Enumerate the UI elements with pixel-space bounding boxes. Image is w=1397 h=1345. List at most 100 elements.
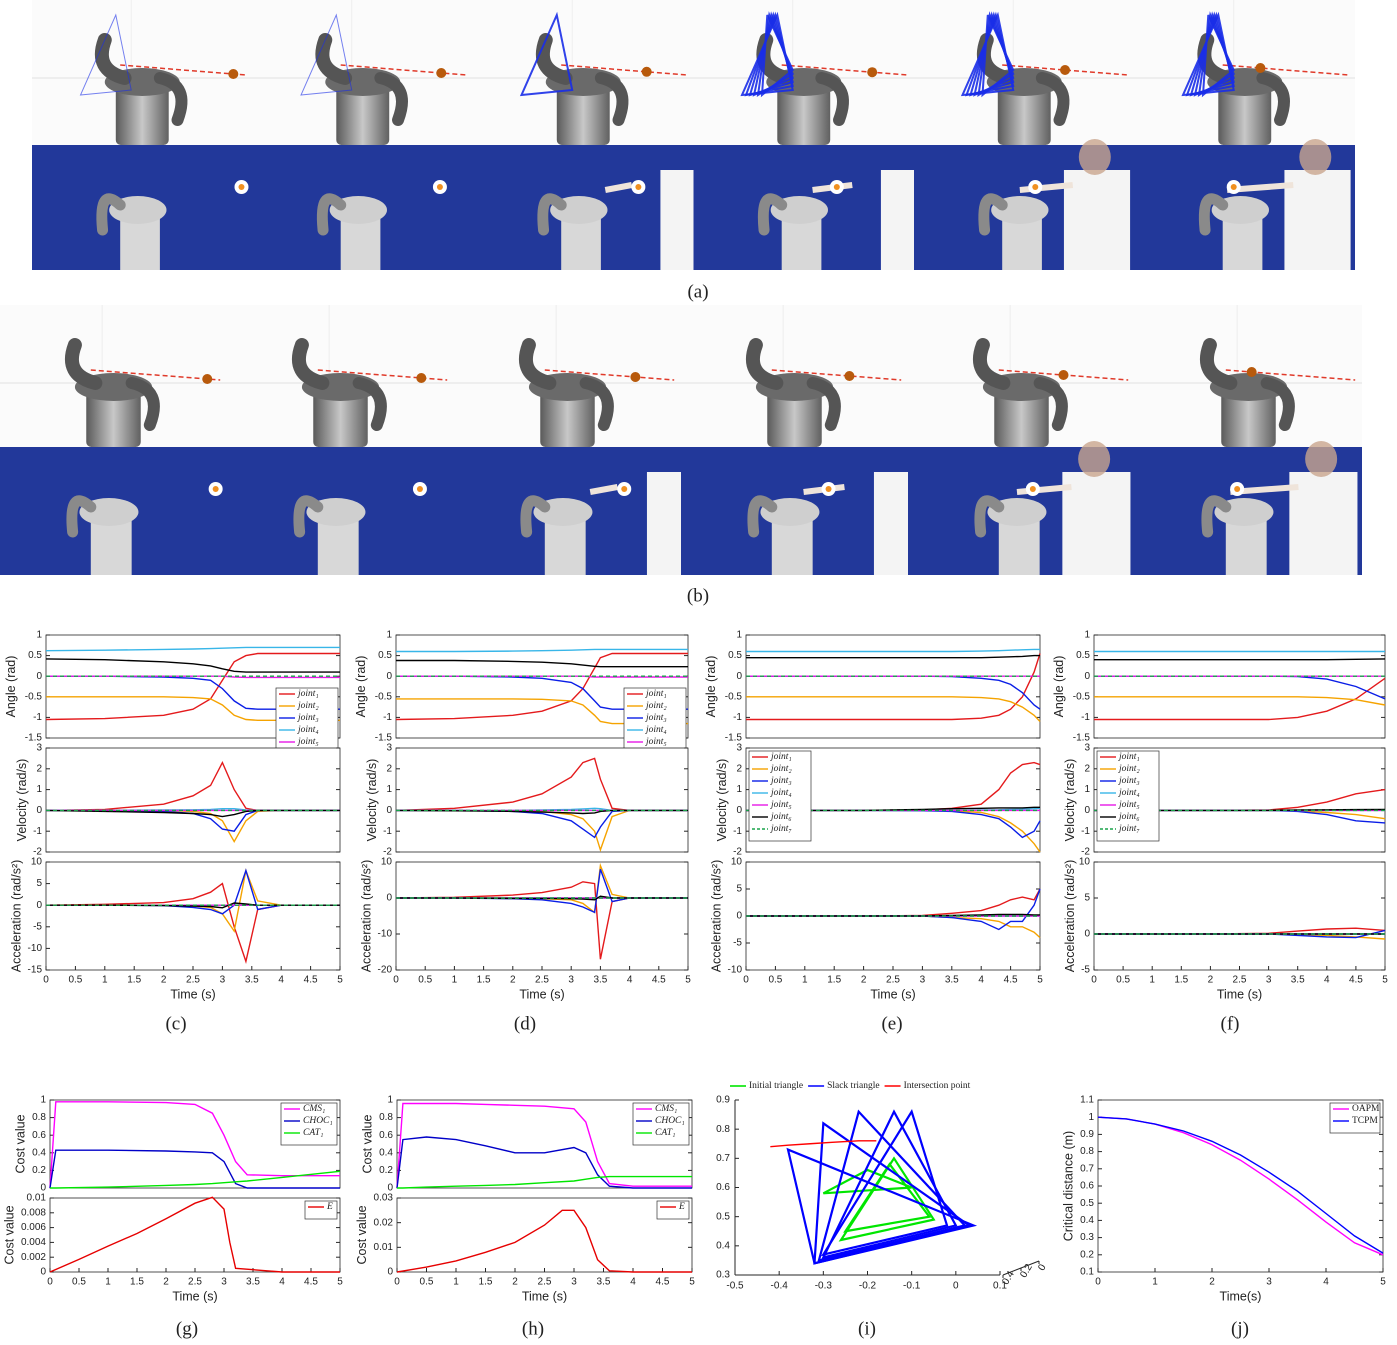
legend-label: joint₃ <box>296 713 319 723</box>
legend-label: joint₁ <box>1117 752 1140 762</box>
plot-area <box>396 748 688 852</box>
y-tick-label: 0 <box>736 805 742 816</box>
legend-label: joint₂ <box>1117 764 1140 774</box>
legend-label: joint₂ <box>769 764 792 774</box>
y-tick-label: 10 <box>381 857 393 868</box>
y-tick-label: 0.7 <box>716 1153 730 1164</box>
x-tick-label: 5 <box>685 975 691 986</box>
panel-label: (i) <box>858 1318 876 1339</box>
y-tick-label: -10 <box>378 929 393 940</box>
ball <box>867 67 877 77</box>
y-tick-label: -5 <box>1081 965 1090 976</box>
x-tick-label: 1.5 <box>130 1277 144 1288</box>
y-tick-label: 0 <box>36 671 42 682</box>
x-tick-label: 2.5 <box>1233 975 1247 986</box>
legend-label: CAT₁ <box>655 1128 675 1138</box>
x-tick-label: 2 <box>510 975 516 986</box>
real-ball-spot <box>417 486 423 492</box>
y-tick-label: 0.5 <box>728 650 742 661</box>
legend-label: joint₄ <box>1117 788 1140 798</box>
legend-label: joint₃ <box>644 713 667 723</box>
blurred-face <box>1078 441 1110 477</box>
photo-frame <box>694 0 915 270</box>
y-tick-label: 0 <box>386 805 392 816</box>
ball <box>1247 367 1257 377</box>
ball <box>436 68 446 78</box>
y-tick-label: 0 <box>736 911 742 922</box>
y-tick-label: 0.4 <box>1080 1215 1094 1226</box>
y-tick-label: 1 <box>736 630 742 641</box>
y-tick-label: 3 <box>1084 743 1090 754</box>
intersection-line <box>770 1141 876 1147</box>
y-axis-label: Angle (rad) <box>704 656 718 718</box>
y-tick-label: 0 <box>1084 671 1090 682</box>
x-axis-label: Time (s) <box>172 1289 217 1303</box>
legend-label: joint₁ <box>296 689 319 699</box>
plot-area <box>1094 862 1385 970</box>
x-axis-label: Time(s) <box>1220 1289 1262 1303</box>
plot-area <box>397 1198 692 1272</box>
legend-label: joint₃ <box>1117 776 1140 786</box>
x-tick-label: 0.5 <box>1116 975 1130 986</box>
legend: CMS₁CHOC₁CAT₁ <box>281 1103 337 1145</box>
y-tick-label: 1 <box>386 630 392 641</box>
x-tick-label: 0.5 <box>418 975 432 986</box>
x-tick-label: 0 <box>1091 975 1097 986</box>
x-tick-label: 4 <box>279 1277 285 1288</box>
x-tick-label: 4.5 <box>1004 975 1018 986</box>
y-tick-label: 0 <box>386 671 392 682</box>
x-tick-label: 0 <box>394 1277 400 1288</box>
y-tick-label: 0 <box>1084 805 1090 816</box>
x-tick-label: 1.5 <box>477 975 491 986</box>
legend-label: joint₅ <box>644 737 667 747</box>
z-tick-label: 0 <box>1036 1262 1049 1273</box>
panel-label: (c) <box>165 1013 186 1034</box>
x-axis-label: Time (s) <box>1217 987 1262 1001</box>
x-tick-label: 1 <box>102 975 108 986</box>
x-tick-label: 4.5 <box>652 975 666 986</box>
y-tick-label: 1 <box>40 1095 46 1106</box>
x-tick-label: -0.5 <box>726 1281 744 1292</box>
y-tick-label: 0.9 <box>716 1095 730 1106</box>
x-tick-label: 4 <box>627 975 633 986</box>
x-tick-label: 5 <box>1037 975 1043 986</box>
y-tick-label: 10 <box>1079 857 1091 868</box>
x-axis-label: Time (s) <box>519 987 564 1001</box>
ball <box>228 69 238 79</box>
y-tick-label: -5 <box>733 938 742 949</box>
x-tick-label: 3 <box>1266 975 1272 986</box>
ball <box>844 371 854 381</box>
legend: E <box>657 1201 689 1219</box>
x-tick-label: 2.5 <box>886 975 900 986</box>
person <box>1284 170 1350 270</box>
x-tick-label: 1.5 <box>479 1277 493 1288</box>
photo-frame <box>454 305 681 575</box>
photo-frame <box>253 0 474 270</box>
photo-frame <box>914 0 1135 270</box>
y-tick-label: 0.4 <box>379 1147 393 1158</box>
y-tick-label: 0.5 <box>28 650 42 661</box>
y-tick-label: 1 <box>387 1095 393 1106</box>
y-tick-label: -15 <box>28 965 43 976</box>
y-axis-label: Velocity (rad/s) <box>715 759 729 842</box>
y-tick-label: -0.5 <box>375 691 393 702</box>
x-tick-label: 4.5 <box>656 1277 670 1288</box>
y-tick-label: -1 <box>383 826 392 837</box>
legend: joint₁joint₂joint₃joint₄joint₅joint₆join… <box>749 751 811 841</box>
y-tick-label: 0.7 <box>1080 1163 1094 1174</box>
y-tick-label: 1 <box>736 784 742 795</box>
x-tick-label: 4 <box>1324 975 1330 986</box>
y-tick-label: 0.2 <box>379 1165 393 1176</box>
x-axis-label: Time (s) <box>522 1289 567 1303</box>
y-tick-label: 0.5 <box>1080 1198 1094 1209</box>
x-tick-label: 2.5 <box>538 1277 552 1288</box>
y-tick-label: 0.8 <box>716 1124 730 1135</box>
real-ball-spot <box>1030 486 1036 492</box>
real-ball-spot <box>826 486 832 492</box>
legend-label: joint₁ <box>769 752 792 762</box>
y-tick-label: -1 <box>1081 826 1090 837</box>
y-tick-label: 1.1 <box>1080 1095 1094 1106</box>
y-axis-label: Angle (rad) <box>4 656 18 718</box>
y-tick-label: 5 <box>36 878 42 889</box>
